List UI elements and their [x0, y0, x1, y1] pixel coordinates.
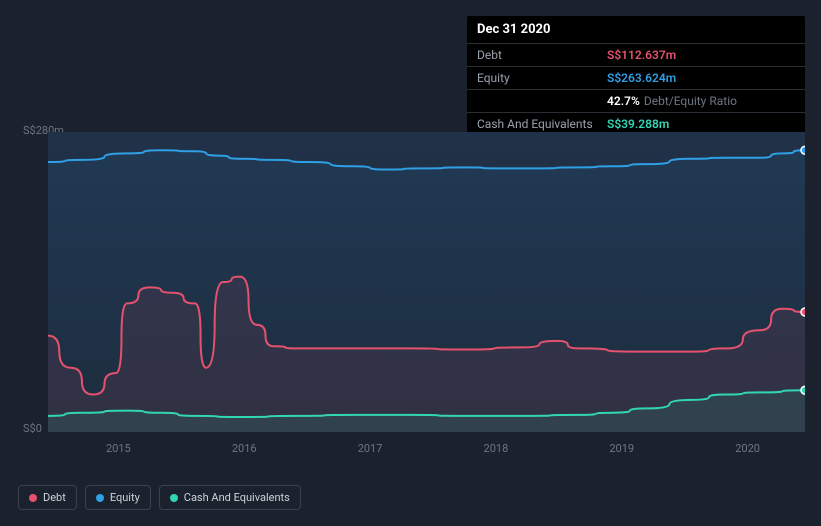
tooltip-row: DebtS$112.637m: [467, 43, 805, 66]
tooltip-row: EquityS$263.624m: [467, 66, 805, 89]
x-tick-label: 2015: [106, 442, 131, 455]
x-tick-label: 2018: [484, 442, 509, 455]
x-tick-label: 2017: [358, 442, 383, 455]
tooltip-row-value: S$263.624m: [607, 71, 676, 85]
tooltip-ratio-label: Debt/Equity Ratio: [644, 94, 737, 108]
legend-item[interactable]: Debt: [18, 485, 77, 510]
tooltip-row-label: [477, 94, 607, 108]
tooltip-row-label: Equity: [477, 71, 607, 85]
legend-item[interactable]: Cash And Equivalents: [159, 485, 301, 510]
legend-item[interactable]: Equity: [85, 485, 151, 510]
legend-dot-icon: [170, 494, 178, 502]
x-tick-label: 2020: [735, 442, 760, 455]
legend-label: Cash And Equivalents: [184, 491, 290, 504]
end-marker-cash: [801, 386, 805, 394]
x-tick-label: 2016: [232, 442, 257, 455]
chart-plot[interactable]: [48, 132, 805, 432]
legend-label: Equity: [110, 491, 140, 504]
legend-dot-icon: [29, 494, 37, 502]
tooltip-row-value: S$112.637m: [607, 48, 676, 62]
legend-label: Debt: [43, 491, 66, 504]
end-marker-debt: [801, 308, 805, 316]
x-tick-label: 2019: [609, 442, 634, 455]
x-axis-labels: 2015 2016 2017 2018 2019 2020: [48, 442, 805, 455]
end-marker-equity: [801, 146, 805, 154]
tooltip-row: 42.7% Debt/Equity Ratio: [467, 89, 805, 112]
legend-dot-icon: [96, 494, 104, 502]
y-axis-bottom-label: S$0: [23, 422, 42, 435]
tooltip-row-label: Debt: [477, 48, 607, 62]
tooltip-date: Dec 31 2020: [467, 16, 805, 43]
tooltip-ratio-value: 42.7%: [607, 94, 640, 108]
chart-area: S$280m S$0 201520162017201820192020: [18, 120, 805, 460]
chart-legend: Debt Equity Cash And Equivalents: [18, 485, 301, 510]
chart-tooltip: Dec 31 2020 DebtS$112.637mEquityS$263.62…: [467, 16, 805, 135]
